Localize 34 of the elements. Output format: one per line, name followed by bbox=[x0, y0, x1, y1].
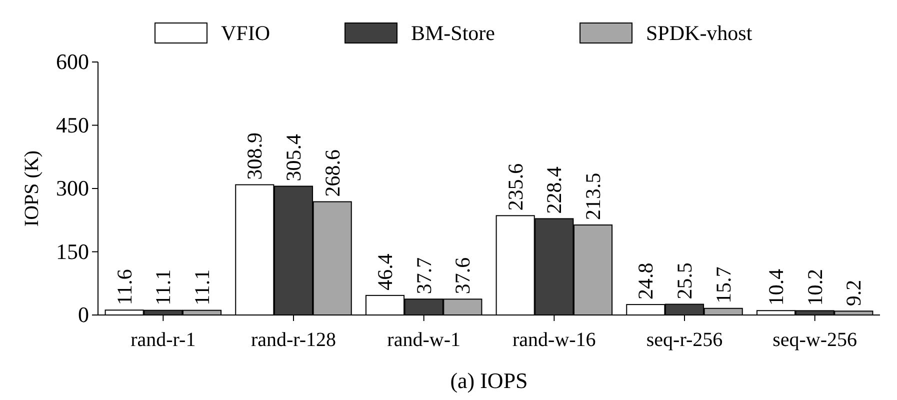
data-label: 24.8 bbox=[634, 262, 658, 300]
data-label: 37.6 bbox=[450, 257, 475, 294]
data-label: 25.5 bbox=[672, 262, 696, 300]
x-tick-label: rand-w-16 bbox=[512, 329, 596, 351]
data-label: 9.2 bbox=[842, 280, 866, 306]
data-label: 46.4 bbox=[372, 253, 397, 290]
data-label: 10.2 bbox=[802, 268, 827, 306]
text: (a) IOPS bbox=[450, 368, 528, 393]
y-tick-label: 0 bbox=[78, 302, 89, 328]
data-label: 213.5 bbox=[581, 172, 606, 220]
legend-label: VFIO bbox=[221, 21, 270, 45]
data-label: 10.4 bbox=[764, 268, 788, 306]
data-label: 15.7 bbox=[711, 266, 736, 304]
data-label: 228.4 bbox=[542, 166, 566, 214]
data-label: 268.6 bbox=[320, 149, 344, 197]
data-label: 11.1 bbox=[190, 269, 214, 306]
x-tick-label: seq-w-256 bbox=[772, 329, 858, 351]
data-label: 11.1 bbox=[151, 269, 176, 306]
y-axis-title: IOPS (K) bbox=[21, 150, 43, 227]
y-tick-label: 300 bbox=[56, 176, 89, 201]
data-label: 308.9 bbox=[242, 132, 267, 180]
data-label: 11.6 bbox=[112, 269, 136, 306]
x-tick-label: rand-r-1 bbox=[130, 329, 196, 351]
y-tick-label: 150 bbox=[56, 238, 89, 264]
legend-label: SPDK-vhost bbox=[646, 21, 752, 45]
x-tick-label: seq-r-256 bbox=[646, 329, 723, 351]
y-tick-label: 600 bbox=[56, 49, 89, 74]
y-tick-label: 450 bbox=[56, 112, 89, 138]
data-label: 37.7 bbox=[412, 257, 436, 294]
legend-label: BM-Store bbox=[411, 21, 495, 45]
data-label: 235.6 bbox=[503, 163, 528, 211]
x-tick-label: rand-w-1 bbox=[387, 329, 460, 351]
x-tick-label: rand-r-128 bbox=[250, 329, 336, 351]
data-label: 305.4 bbox=[282, 133, 306, 182]
